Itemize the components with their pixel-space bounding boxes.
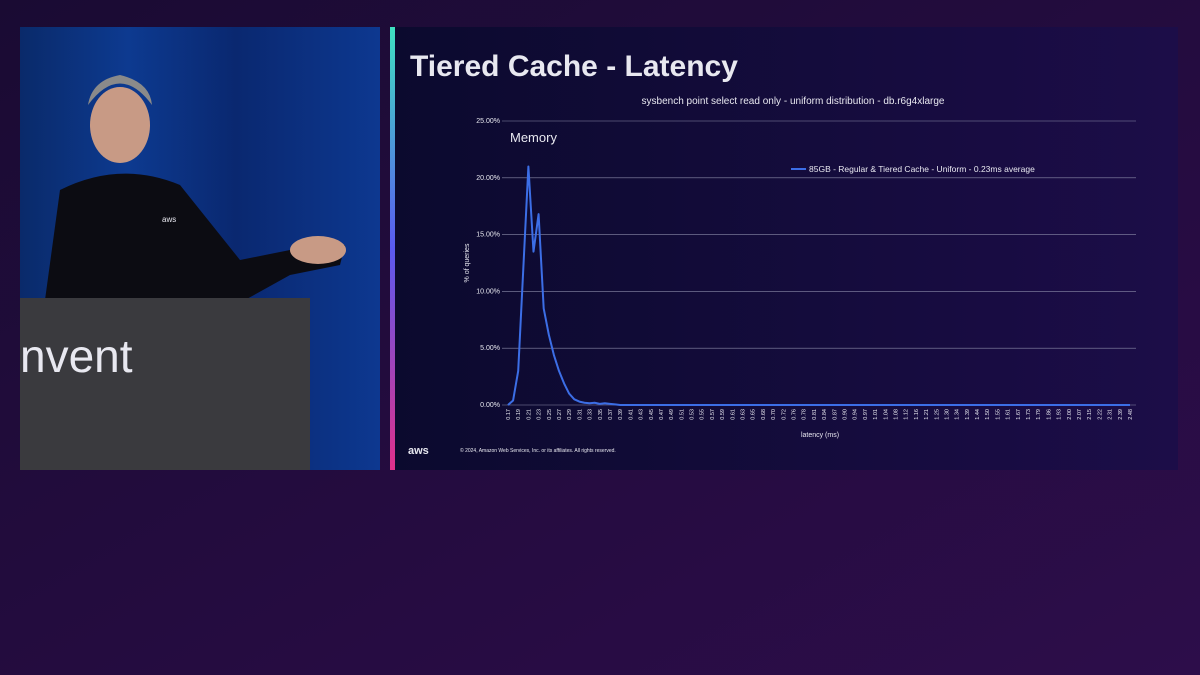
x-tick-label: 1.21	[924, 409, 930, 420]
x-tick-label: 0.17	[506, 409, 512, 420]
x-tick-label: 1.67	[1016, 409, 1022, 420]
chart-title: sysbench point select read only - unifor…	[642, 96, 945, 107]
x-tick-label: 0.72	[781, 409, 787, 420]
x-tick-label: 0.57	[710, 409, 716, 420]
x-tick-label: 0.31	[577, 409, 583, 420]
x-tick-label: 0.53	[690, 409, 696, 420]
x-tick-label: 1.79	[1036, 409, 1042, 420]
x-tick-label: 0.76	[792, 409, 798, 420]
x-tick-label: 1.86	[1046, 409, 1052, 420]
x-tick-label: 0.51	[679, 409, 685, 420]
y-tick-label: 5.00%	[480, 345, 500, 352]
y-tick-label: 25.00%	[476, 118, 500, 125]
x-tick-label: 2.39	[1118, 409, 1124, 420]
aws-logo: aws	[408, 445, 429, 457]
x-tick-label: 0.78	[802, 409, 808, 420]
y-tick-label: 20.00%	[476, 175, 500, 182]
x-tick-label: 1.34	[955, 409, 961, 420]
x-tick-label: 1.16	[914, 409, 920, 420]
x-tick-label: 0.68	[761, 409, 767, 420]
legend-label: 85GB - Regular & Tiered Cache - Uniform …	[809, 164, 1035, 174]
x-tick-label: 0.70	[771, 409, 777, 420]
annotation: Memory	[510, 130, 557, 145]
x-tick-label: 0.94	[853, 409, 859, 420]
x-tick-label: 1.08	[893, 409, 899, 420]
x-tick-label: 0.59	[720, 409, 726, 420]
x-tick-label: 0.37	[608, 409, 614, 420]
y-tick-label: 10.00%	[476, 288, 500, 295]
x-tick-label: 0.33	[588, 409, 594, 420]
x-tick-label: 0.39	[618, 409, 624, 420]
x-tick-label: 2.48	[1128, 409, 1134, 420]
x-tick-label: 2.22	[1097, 409, 1103, 420]
y-tick-label: 0.00%	[480, 402, 500, 409]
x-tick-label: 0.65	[751, 409, 757, 420]
x-tick-label: 0.29	[567, 409, 573, 420]
x-axis-label: latency (ms)	[801, 432, 839, 439]
y-axis-label: % of queries	[464, 243, 471, 282]
x-tick-label: 1.73	[1026, 409, 1032, 420]
x-tick-label: 2.15	[1087, 409, 1093, 420]
x-tick-label: 1.25	[934, 409, 940, 420]
x-tick-label: 0.61	[730, 409, 736, 420]
speaker-video: aws nvent	[20, 27, 380, 470]
x-tick-label: 0.27	[557, 409, 563, 420]
x-tick-label: 0.41	[628, 409, 634, 420]
x-tick-label: 0.81	[812, 409, 818, 420]
x-tick-label: 0.25	[547, 409, 553, 420]
x-tick-label: 1.01	[873, 409, 879, 420]
x-tick-label: 1.93	[1057, 409, 1063, 420]
x-tick-label: 0.47	[659, 409, 665, 420]
footer: © 2024, Amazon Web Services, Inc. or its…	[460, 447, 616, 454]
x-tick-label: 0.23	[537, 409, 543, 420]
shirt-logo: aws	[162, 215, 176, 224]
x-tick-label: 1.61	[1006, 409, 1012, 420]
x-tick-label: 0.90	[842, 409, 848, 420]
y-tick-label: 15.00%	[476, 232, 500, 239]
x-tick-label: 2.31	[1108, 409, 1114, 420]
x-tick-label: 0.21	[526, 409, 532, 420]
x-tick-label: 1.39	[965, 409, 971, 420]
slide-edge	[390, 27, 395, 470]
x-tick-label: 1.04	[883, 409, 889, 420]
x-tick-label: 1.55	[995, 409, 1001, 420]
slide-title: Tiered Cache - Latency	[410, 50, 738, 83]
series-line	[507, 165, 1130, 406]
x-tick-label: 0.84	[822, 409, 828, 420]
podium	[20, 298, 310, 470]
x-tick-label: 1.44	[975, 409, 981, 420]
head	[90, 87, 150, 163]
x-tick-label: 0.55	[700, 409, 706, 420]
x-tick-label: 1.12	[904, 409, 910, 420]
x-tick-label: 2.00	[1067, 409, 1073, 420]
x-tick-label: 1.50	[985, 409, 991, 420]
shirt	[45, 173, 345, 300]
x-tick-label: 2.07	[1077, 409, 1083, 420]
hand	[290, 236, 346, 264]
x-tick-label: 0.19	[516, 409, 522, 420]
x-tick-label: 0.97	[863, 409, 869, 420]
x-tick-label: 0.43	[639, 409, 645, 420]
slide	[390, 27, 1178, 470]
hair	[88, 75, 152, 105]
podium-text: nvent	[20, 330, 133, 382]
x-tick-label: 0.45	[649, 409, 655, 420]
x-tick-label: 0.49	[669, 409, 675, 420]
x-tick-label: 0.63	[741, 409, 747, 420]
x-tick-label: 1.30	[944, 409, 950, 420]
x-tick-label: 0.87	[832, 409, 838, 420]
x-tick-label: 0.35	[598, 409, 604, 420]
